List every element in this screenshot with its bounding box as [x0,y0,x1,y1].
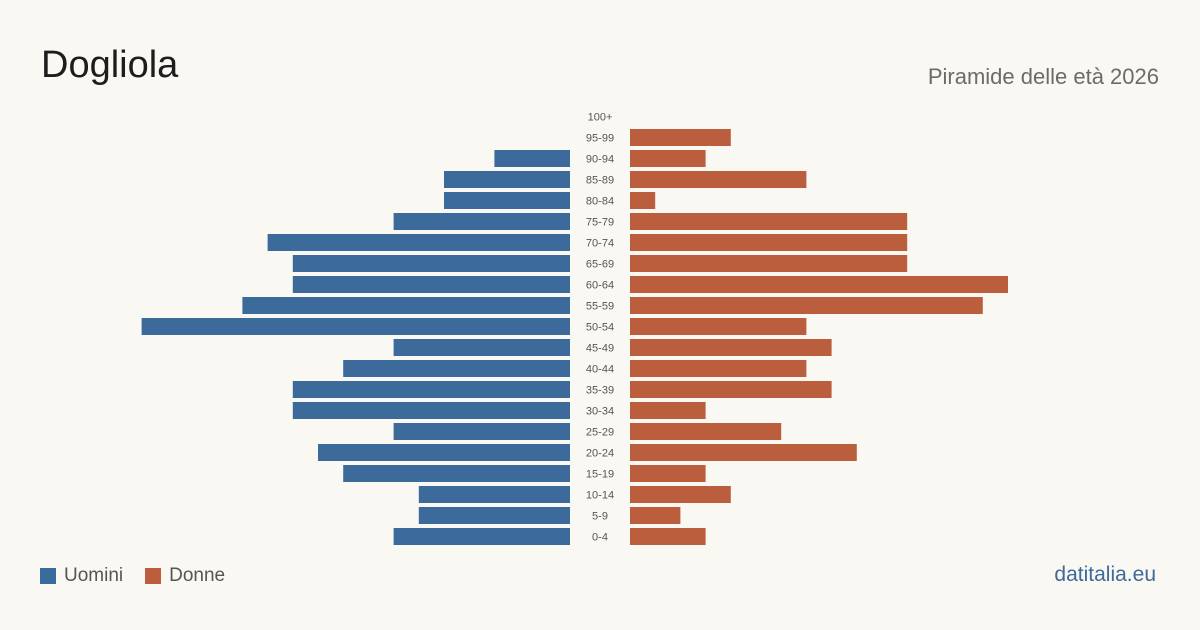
bar-men-70-74 [267,234,570,251]
legend-swatch-women [145,568,162,584]
bar-men-75-79 [393,213,570,230]
legend-swatch-men [40,568,56,584]
bar-women-35-39 [630,381,832,398]
legend-label-women: Donne [169,565,226,586]
bar-women-45-49 [630,339,832,356]
bar-women-0-4 [630,528,706,545]
age-label-75-79: 75-79 [586,217,614,229]
bar-women-5-9 [630,507,681,524]
bar-men-90-94 [494,150,570,167]
bar-women-55-59 [630,297,983,314]
bar-women-85-89 [630,171,807,188]
age-label-50-54: 50-54 [586,322,614,334]
bar-women-25-29 [630,423,782,440]
bar-women-40-44 [630,360,807,377]
women-bars-group [630,129,1008,545]
bar-women-80-84 [630,192,656,209]
bar-women-30-34 [630,402,706,419]
population-pyramid-chart: 100+ 95-99 90-94 85-89 80-84 75-79 70-74 65-69 6… [141,112,1008,545]
bar-men-40-44 [343,360,570,377]
brand-link[interactable]: datitalia.eu [1054,563,1156,586]
bar-men-30-34 [292,402,570,419]
legend-label-men: Uomini [64,565,124,586]
legend-item-women: Donne [145,565,225,587]
bar-women-70-74 [630,234,908,251]
age-label-70-74: 70-74 [586,238,614,250]
bar-women-60-64 [630,276,1008,293]
bar-men-45-49 [393,339,570,356]
age-label-15-19: 15-19 [586,469,614,481]
age-label-55-59: 55-59 [586,301,614,313]
page-title: Dogliola [41,44,179,86]
bar-women-20-24 [630,444,857,461]
bar-women-50-54 [630,318,807,335]
bar-men-5-9 [418,507,570,524]
age-label-10-14: 10-14 [586,490,614,502]
legend: Uomini Donne [40,565,225,587]
men-bars-group [141,150,570,545]
age-label-60-64: 60-64 [586,280,614,292]
age-label-100+: 100+ [588,112,613,124]
bar-women-10-14 [630,486,731,503]
age-label-35-39: 35-39 [586,385,614,397]
age-label-65-69: 65-69 [586,259,614,271]
age-label-25-29: 25-29 [586,427,614,439]
age-label-0-4: 0-4 [592,532,608,544]
bar-men-60-64 [292,276,570,293]
bar-men-80-84 [444,192,570,209]
age-label-5-9: 5-9 [592,511,608,523]
age-label-30-34: 30-34 [586,406,614,418]
bar-men-15-19 [343,465,570,482]
bar-men-10-14 [418,486,570,503]
bar-women-15-19 [630,465,706,482]
age-label-45-49: 45-49 [586,343,614,355]
bar-men-65-69 [292,255,570,272]
age-label-20-24: 20-24 [586,448,614,460]
bar-men-35-39 [292,381,570,398]
bar-men-25-29 [393,423,570,440]
bar-women-75-79 [630,213,908,230]
bar-men-0-4 [393,528,570,545]
age-label-95-99: 95-99 [586,133,614,145]
age-label-40-44: 40-44 [586,364,614,376]
age-label-80-84: 80-84 [586,196,614,208]
age-labels-group: 100+ 95-99 90-94 85-89 80-84 75-79 70-74 65-69 6… [586,112,614,544]
bar-women-95-99 [630,129,731,146]
bar-men-55-59 [242,297,570,314]
legend-item-men: Uomini [40,565,123,587]
bar-men-20-24 [318,444,570,461]
age-label-85-89: 85-89 [586,175,614,187]
bar-men-50-54 [141,318,570,335]
age-label-90-94: 90-94 [586,154,614,166]
bar-women-90-94 [630,150,706,167]
bar-men-85-89 [444,171,570,188]
chart-subtitle: Piramide delle età 2026 [927,64,1159,89]
bar-women-65-69 [630,255,908,272]
